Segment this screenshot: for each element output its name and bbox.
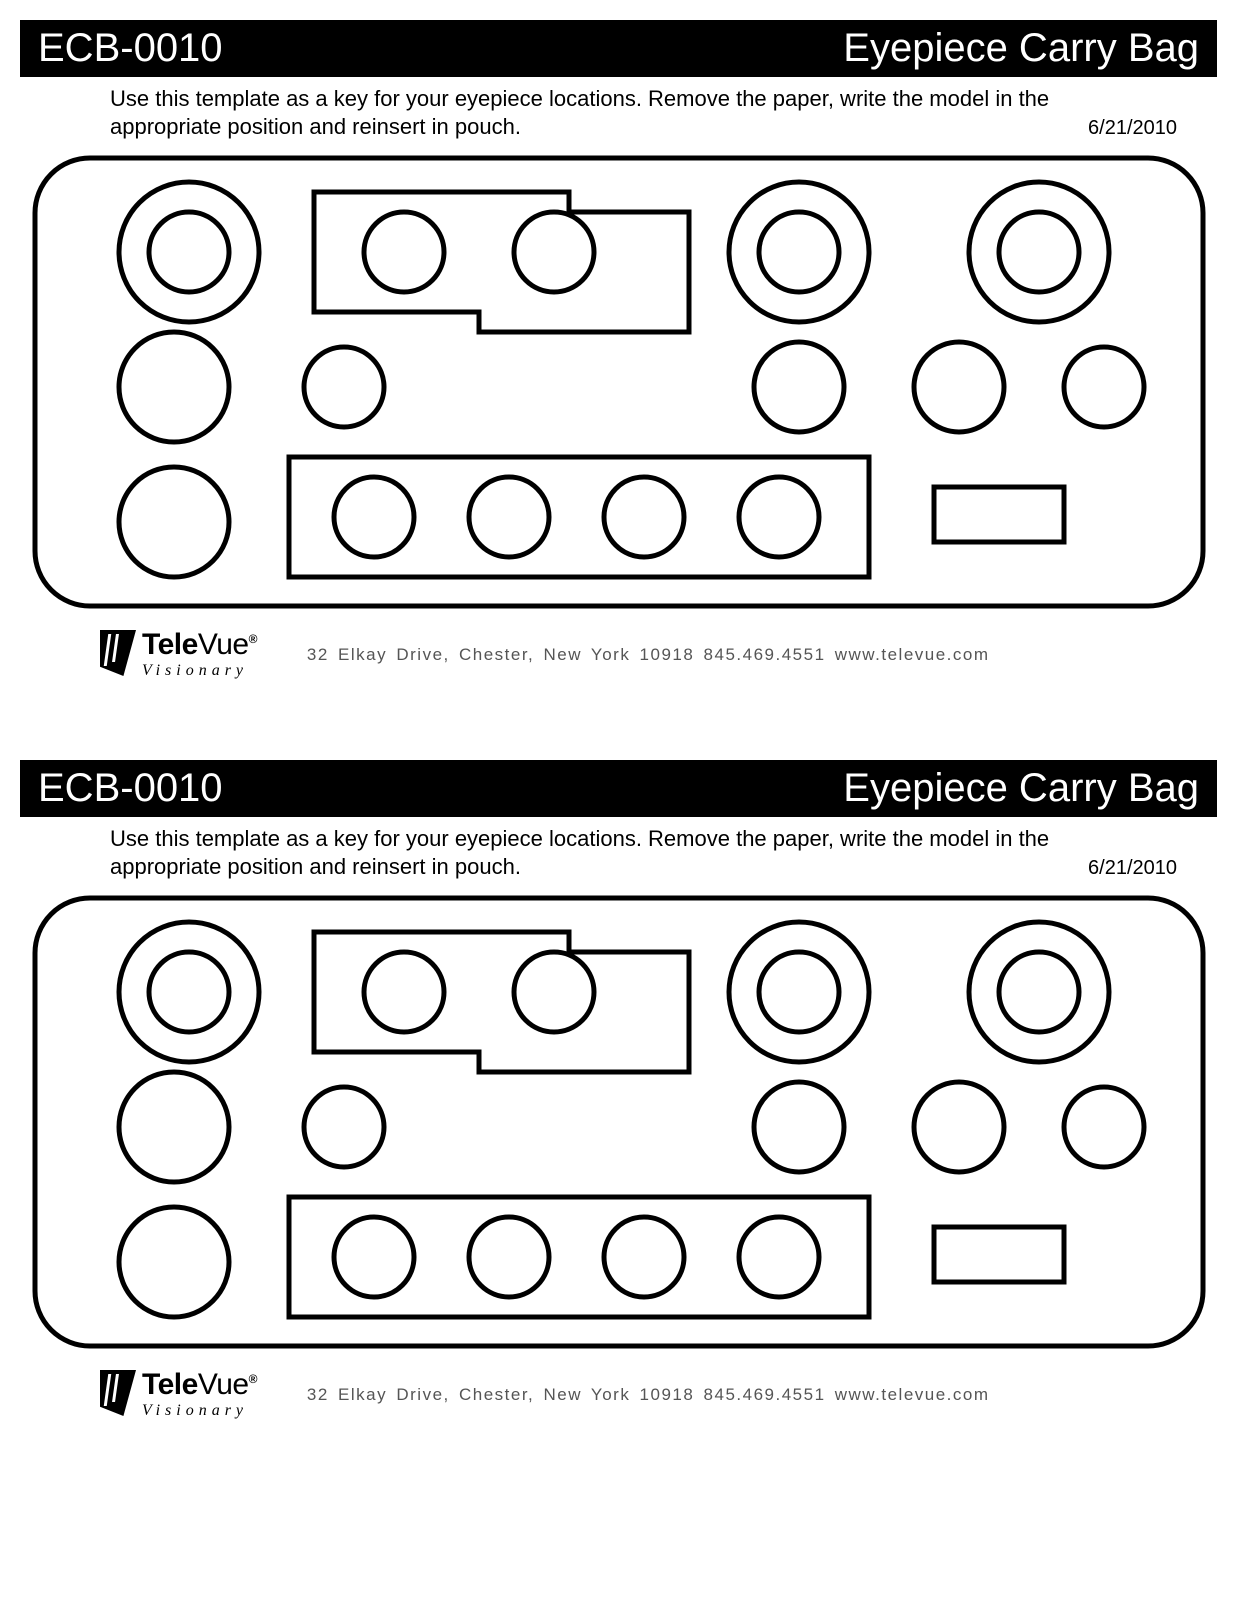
logo-mark-icon [100,1370,136,1416]
logo-text: TeleVue® [142,1370,257,1400]
template-card: ECB-0010 Eyepiece Carry Bag Use this tem… [20,760,1217,1420]
logo: TeleVue® Visionary [100,630,257,680]
logo-bold: Tele [142,628,198,661]
logo-thin: Vue [198,1368,249,1401]
description-text: Use this template as a key for your eyep… [20,825,1088,880]
footer: TeleVue® Visionary 32 Elkay Drive, Chest… [20,630,1217,680]
title-bar: ECB-0010 Eyepiece Carry Bag [20,760,1217,817]
date-text: 6/21/2010 [1088,857,1217,880]
product-code: ECB-0010 [38,766,223,811]
contact-info: 32 Elkay Drive, Chester, New York 10918 … [307,1385,990,1405]
bag-template-diagram [29,892,1209,1352]
product-title: Eyepiece Carry Bag [843,766,1199,811]
logo-tagline: Visionary [142,1402,257,1420]
contact-info: 32 Elkay Drive, Chester, New York 10918 … [307,645,990,665]
logo-registered: ® [249,1372,257,1386]
description-row: Use this template as a key for your eyep… [20,817,1217,892]
logo-thin: Vue [198,628,249,661]
date-text: 6/21/2010 [1088,117,1217,140]
logo-mark-icon [100,630,136,676]
footer: TeleVue® Visionary 32 Elkay Drive, Chest… [20,1370,1217,1420]
bag-template-diagram [29,152,1209,612]
logo-tagline: Visionary [142,662,257,680]
logo-registered: ® [249,632,257,646]
product-code: ECB-0010 [38,26,223,71]
logo: TeleVue® Visionary [100,1370,257,1420]
title-bar: ECB-0010 Eyepiece Carry Bag [20,20,1217,77]
logo-bold: Tele [142,1368,198,1401]
description-row: Use this template as a key for your eyep… [20,77,1217,152]
product-title: Eyepiece Carry Bag [843,26,1199,71]
template-card: ECB-0010 Eyepiece Carry Bag Use this tem… [20,20,1217,680]
logo-text: TeleVue® [142,630,257,660]
description-text: Use this template as a key for your eyep… [20,85,1088,140]
